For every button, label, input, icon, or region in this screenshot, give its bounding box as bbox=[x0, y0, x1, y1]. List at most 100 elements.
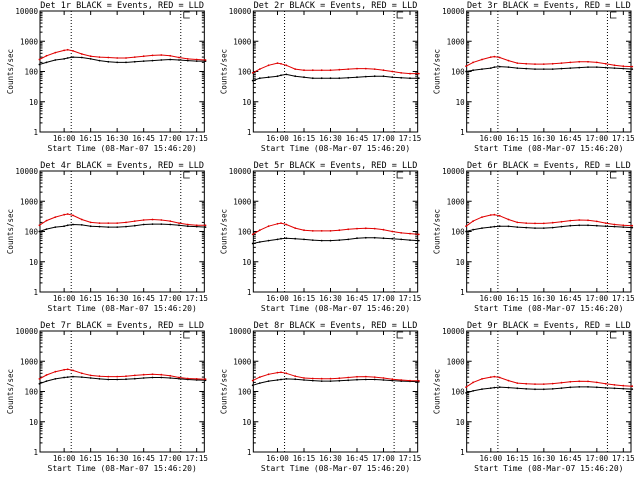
events-point bbox=[507, 225, 510, 228]
events-point bbox=[294, 237, 297, 240]
lld-point bbox=[391, 230, 394, 233]
panel-title: Det 4r BLACK = Events, RED = LLD bbox=[40, 161, 204, 171]
events-point bbox=[72, 375, 74, 378]
x-tick-label: 16:00 bbox=[53, 454, 76, 463]
lld-point bbox=[267, 373, 270, 376]
x-tick-label: 17:00 bbox=[159, 294, 182, 303]
lld-point bbox=[391, 378, 394, 381]
lld-point bbox=[160, 219, 163, 221]
events-point bbox=[151, 376, 154, 379]
events-point bbox=[169, 377, 172, 379]
lld-point bbox=[251, 379, 254, 382]
detector-panel-7: Det 7r BLACK = Events, RED = LLD 1 10 100 10… bbox=[6, 321, 208, 473]
panel-title: Det 6r BLACK = Events, RED = LLD bbox=[467, 161, 631, 171]
lld-point bbox=[631, 65, 634, 68]
lld-point bbox=[400, 379, 403, 381]
events-point bbox=[267, 239, 270, 242]
events-point bbox=[178, 59, 180, 61]
lld-point bbox=[133, 374, 136, 377]
detector-panel-6: Det 6r BLACK = Events, RED = LLD 1 10 100 10… bbox=[433, 161, 635, 313]
events-point bbox=[493, 66, 496, 68]
lld-point bbox=[338, 229, 341, 232]
events-point bbox=[107, 378, 110, 381]
lld-point bbox=[54, 216, 57, 219]
events-point bbox=[498, 225, 501, 228]
events-point bbox=[251, 384, 254, 387]
events-point bbox=[560, 225, 563, 228]
events-point bbox=[142, 60, 145, 62]
x-tick-label: 16:30 bbox=[319, 294, 342, 303]
lld-point bbox=[89, 221, 92, 224]
events-point bbox=[178, 224, 180, 227]
events-point bbox=[125, 378, 127, 381]
events-point bbox=[465, 70, 467, 73]
detector-panel-1: Det 1r BLACK = Events, RED = LLD 1 10 100 10… bbox=[6, 1, 208, 153]
lld-point bbox=[472, 61, 474, 64]
events-point bbox=[391, 76, 394, 79]
lld-point bbox=[489, 376, 492, 378]
events-point bbox=[516, 226, 519, 229]
lld-point bbox=[534, 383, 536, 385]
lld-point bbox=[258, 229, 261, 232]
events-point bbox=[116, 226, 119, 229]
events-point bbox=[98, 59, 101, 62]
x-tick-label: 16:00 bbox=[480, 454, 503, 463]
lld-point bbox=[280, 371, 282, 374]
y-tick-label: 10 bbox=[29, 418, 39, 427]
x-tick-label: 16:45 bbox=[346, 294, 369, 303]
lld-point bbox=[493, 213, 496, 216]
y-axis-label: Counts/sec bbox=[219, 369, 228, 414]
x-axis-label: Start Time (08-Mar-07 15:46:20) bbox=[474, 464, 623, 473]
events-point bbox=[45, 61, 48, 64]
lld-point bbox=[276, 222, 279, 225]
y-tick-label: 10 bbox=[29, 98, 39, 107]
lld-point bbox=[186, 223, 189, 226]
x-tick-label: 16:15 bbox=[293, 294, 316, 303]
events-point bbox=[285, 378, 288, 380]
events-point bbox=[472, 69, 474, 72]
y-tick-label: 1000 bbox=[20, 357, 39, 366]
y-tick-label: 1 bbox=[460, 128, 465, 137]
events-point bbox=[280, 74, 282, 77]
y-tick-label: 1 bbox=[33, 128, 38, 137]
events-point bbox=[267, 380, 270, 382]
events-point bbox=[493, 225, 496, 228]
events-point bbox=[89, 58, 92, 60]
lld-point bbox=[373, 68, 376, 70]
events-point bbox=[280, 237, 282, 240]
lld-point bbox=[142, 219, 145, 221]
events-point bbox=[63, 225, 65, 228]
events-point bbox=[481, 388, 483, 390]
lld-point bbox=[45, 374, 48, 376]
lld-point bbox=[285, 372, 288, 375]
y-tick-label: 10 bbox=[456, 258, 466, 267]
lld-point bbox=[465, 386, 467, 388]
x-tick-label: 16:30 bbox=[533, 134, 556, 143]
lld-point bbox=[195, 378, 198, 380]
y-tick-label: 10000 bbox=[229, 327, 252, 336]
y-tick-label: 1000 bbox=[20, 197, 39, 206]
detector-panel-2: Det 2r BLACK = Events, RED = LLD 1 10 100 10… bbox=[219, 1, 421, 153]
events-point bbox=[613, 67, 616, 69]
lld-point bbox=[280, 222, 282, 225]
events-point bbox=[356, 378, 358, 381]
events-point bbox=[417, 239, 420, 242]
events-point bbox=[587, 66, 589, 68]
events-point bbox=[493, 386, 496, 389]
lld-point bbox=[578, 60, 581, 63]
events-point bbox=[320, 239, 323, 242]
lld-point bbox=[45, 54, 48, 57]
events-point bbox=[507, 66, 510, 68]
events-point bbox=[587, 386, 589, 388]
events-point bbox=[613, 225, 616, 228]
lld-point bbox=[489, 214, 492, 216]
lld-point bbox=[417, 379, 420, 382]
events-point bbox=[66, 57, 69, 59]
bracket-marker bbox=[610, 11, 617, 19]
lld-point bbox=[489, 56, 492, 58]
lld-point bbox=[551, 62, 554, 65]
x-axis-label: Start Time (08-Mar-07 15:46:20) bbox=[474, 144, 623, 153]
y-axis-label: Counts/sec bbox=[433, 209, 442, 254]
events-point bbox=[320, 380, 323, 382]
x-tick-label: 17:00 bbox=[159, 454, 182, 463]
